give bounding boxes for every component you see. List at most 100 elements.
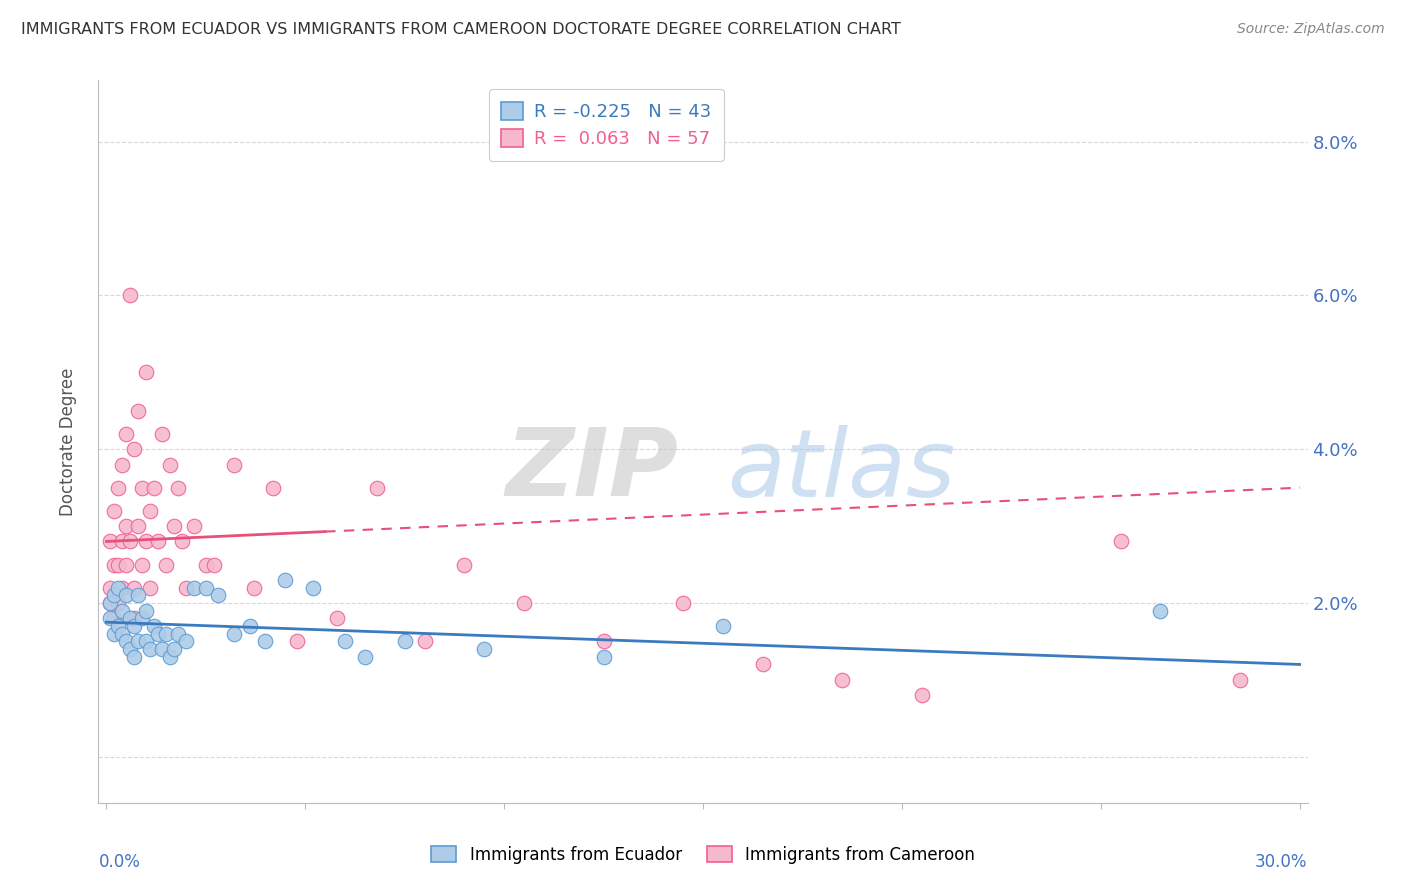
Point [1109, 534, 1132, 549]
Point [711, 619, 734, 633]
Point [202, 558, 225, 572]
Point [592, 649, 614, 664]
Point [131, 558, 153, 572]
Point [139, 642, 162, 657]
Point [254, 634, 277, 648]
Point [163, 519, 186, 533]
Point [242, 581, 264, 595]
Text: 0.0%: 0.0% [98, 854, 141, 871]
Point [127, 588, 149, 602]
Point [285, 634, 308, 648]
Point [150, 426, 173, 441]
Point [107, 619, 129, 633]
Point [159, 458, 181, 472]
Point [354, 649, 377, 664]
Point [222, 458, 245, 472]
Point [207, 588, 229, 602]
Text: ZIP: ZIP [506, 425, 679, 516]
Point [115, 426, 138, 441]
Text: IMMIGRANTS FROM ECUADOR VS IMMIGRANTS FROM CAMEROON DOCTORATE DEGREE CORRELATION: IMMIGRANTS FROM ECUADOR VS IMMIGRANTS FR… [21, 22, 901, 37]
Point [139, 504, 162, 518]
Point [120, 288, 142, 302]
Point [302, 581, 325, 595]
Point [103, 504, 125, 518]
Point [672, 596, 695, 610]
Point [120, 611, 142, 625]
Point [453, 558, 475, 572]
Point [127, 634, 149, 648]
Point [120, 534, 142, 549]
Point [592, 634, 614, 648]
Point [111, 458, 134, 472]
Point [143, 481, 166, 495]
Point [146, 626, 169, 640]
Point [107, 481, 129, 495]
Point [135, 365, 157, 379]
Point [103, 611, 125, 625]
Point [194, 558, 217, 572]
Point [155, 558, 177, 572]
Point [143, 619, 166, 633]
Point [107, 581, 129, 595]
Point [1149, 604, 1171, 618]
Point [394, 634, 416, 648]
Point [183, 519, 205, 533]
Point [107, 596, 129, 610]
Point [222, 626, 245, 640]
Point [135, 534, 157, 549]
Point [174, 581, 197, 595]
Point [122, 619, 145, 633]
Point [135, 604, 157, 618]
Point [366, 481, 388, 495]
Text: Source: ZipAtlas.com: Source: ZipAtlas.com [1237, 22, 1385, 37]
Legend: Immigrants from Ecuador, Immigrants from Cameroon: Immigrants from Ecuador, Immigrants from… [425, 839, 981, 871]
Point [111, 581, 134, 595]
Point [274, 573, 297, 587]
Point [107, 558, 129, 572]
Point [159, 649, 181, 664]
Point [183, 581, 205, 595]
Point [115, 634, 138, 648]
Point [194, 581, 217, 595]
Point [911, 688, 934, 702]
Point [111, 626, 134, 640]
Point [115, 558, 138, 572]
Point [115, 519, 138, 533]
Point [103, 558, 125, 572]
Point [513, 596, 536, 610]
Point [103, 588, 125, 602]
Text: 30.0%: 30.0% [1256, 854, 1308, 871]
Point [163, 642, 186, 657]
Point [98, 596, 121, 610]
Point [751, 657, 773, 672]
Point [472, 642, 495, 657]
Point [1308, 481, 1330, 495]
Point [127, 404, 149, 418]
Point [111, 604, 134, 618]
Point [115, 588, 138, 602]
Point [167, 481, 190, 495]
Point [413, 634, 436, 648]
Point [174, 634, 197, 648]
Point [98, 581, 121, 595]
Point [122, 611, 145, 625]
Point [146, 534, 169, 549]
Point [155, 626, 177, 640]
Point [239, 619, 262, 633]
Point [111, 534, 134, 549]
Point [127, 519, 149, 533]
Point [170, 534, 193, 549]
Point [135, 634, 157, 648]
Point [98, 611, 121, 625]
Y-axis label: Doctorate Degree: Doctorate Degree [59, 368, 77, 516]
Point [262, 481, 284, 495]
Point [131, 611, 153, 625]
Point [831, 673, 853, 687]
Point [167, 626, 190, 640]
Point [98, 596, 121, 610]
Point [326, 611, 349, 625]
Point [139, 581, 162, 595]
Point [122, 649, 145, 664]
Point [120, 642, 142, 657]
Legend: R = -0.225   N = 43, R =  0.063   N = 57: R = -0.225 N = 43, R = 0.063 N = 57 [489, 89, 724, 161]
